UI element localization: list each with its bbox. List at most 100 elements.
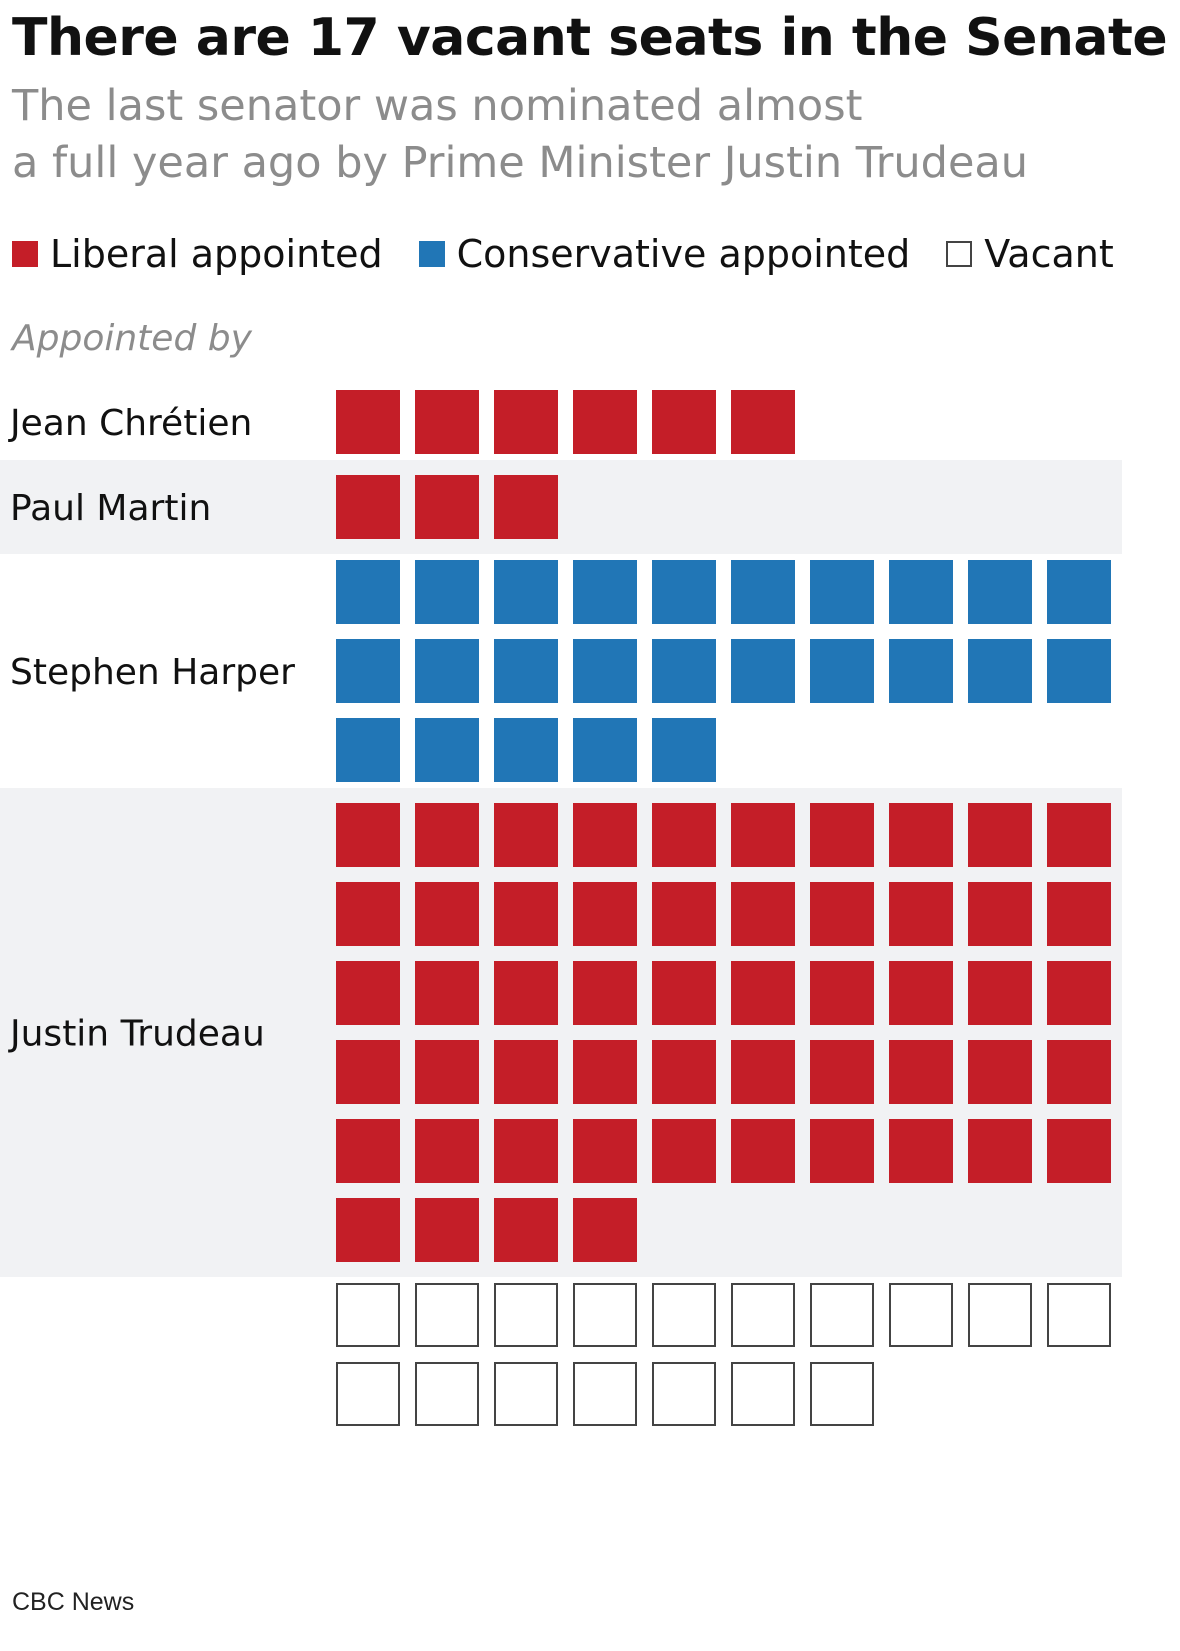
seat-conservative-stephen-harper: [415, 718, 479, 782]
seat-vacant: [415, 1283, 479, 1347]
seat-liberal-justin-trudeau: [494, 803, 558, 867]
seat-vacant: [336, 1362, 400, 1426]
row-label-paul-martin: Paul Martin: [10, 488, 211, 529]
seat-conservative-stephen-harper: [968, 639, 1032, 703]
seat-vacant: [494, 1362, 558, 1426]
legend-swatch-liberal: [12, 241, 38, 267]
seat-conservative-stephen-harper: [1047, 639, 1111, 703]
seat-liberal-justin-trudeau: [652, 961, 716, 1025]
seat-vacant: [810, 1362, 874, 1426]
seat-liberal-justin-trudeau: [415, 803, 479, 867]
seat-vacant: [336, 1283, 400, 1347]
seat-liberal-justin-trudeau: [415, 1198, 479, 1262]
source-credit: CBC News: [12, 1588, 135, 1616]
seat-liberal-justin-trudeau: [652, 882, 716, 946]
seat-liberal-justin-trudeau: [731, 961, 795, 1025]
seat-liberal-justin-trudeau: [573, 1198, 637, 1262]
seat-vacant: [652, 1362, 716, 1426]
seat-conservative-stephen-harper: [731, 560, 795, 624]
seat-liberal-justin-trudeau: [336, 882, 400, 946]
seat-liberal-justin-trudeau: [810, 882, 874, 946]
seat-conservative-stephen-harper: [731, 639, 795, 703]
seat-liberal-justin-trudeau: [810, 803, 874, 867]
seat-conservative-stephen-harper: [336, 560, 400, 624]
seat-liberal-justin-trudeau: [1047, 1040, 1111, 1104]
seat-liberal-justin-trudeau: [1047, 803, 1111, 867]
seat-liberal-justin-trudeau: [494, 961, 558, 1025]
seat-conservative-stephen-harper: [889, 639, 953, 703]
seat-liberal-jean-chretien: [494, 390, 558, 454]
seat-vacant: [731, 1283, 795, 1347]
seat-conservative-stephen-harper: [573, 718, 637, 782]
seat-liberal-justin-trudeau: [731, 1040, 795, 1104]
legend-item-vacant: Vacant: [946, 232, 1114, 276]
legend-label-liberal: Liberal appointed: [50, 232, 383, 276]
seat-conservative-stephen-harper: [494, 560, 558, 624]
seat-liberal-justin-trudeau: [415, 1040, 479, 1104]
row-label-justin-trudeau: Justin Trudeau: [8, 1014, 265, 1055]
seat-liberal-justin-trudeau: [573, 1119, 637, 1183]
seat-liberal-justin-trudeau: [968, 1040, 1032, 1104]
legend-swatch-conservative: [418, 241, 445, 267]
seat-conservative-stephen-harper: [652, 639, 716, 703]
seat-conservative-stephen-harper: [336, 718, 400, 782]
seat-liberal-justin-trudeau: [494, 1119, 558, 1183]
seat-liberal-justin-trudeau: [810, 961, 874, 1025]
legend-swatch-vacant: [946, 241, 973, 267]
seat-conservative-stephen-harper: [652, 560, 716, 624]
seat-liberal-justin-trudeau: [731, 1119, 795, 1183]
row-label-stephen-harper: Stephen Harper: [10, 652, 295, 693]
row-band-justin-trudeau: [0, 788, 1122, 1277]
seat-liberal-jean-chretien: [336, 390, 400, 454]
seat-vacant: [731, 1362, 795, 1426]
seat-liberal-justin-trudeau: [573, 803, 637, 867]
seat-liberal-justin-trudeau: [968, 882, 1032, 946]
seat-liberal-justin-trudeau: [494, 1198, 558, 1262]
seat-liberal-justin-trudeau: [968, 961, 1032, 1025]
seat-liberal-justin-trudeau: [652, 803, 716, 867]
seat-liberal-justin-trudeau: [889, 1119, 953, 1183]
seat-liberal-paul-martin: [494, 475, 558, 539]
seat-liberal-justin-trudeau: [652, 1119, 716, 1183]
seat-liberal-justin-trudeau: [336, 1040, 400, 1104]
seat-liberal-justin-trudeau: [810, 1040, 874, 1104]
seat-liberal-justin-trudeau: [810, 1119, 874, 1183]
seat-liberal-justin-trudeau: [889, 1040, 953, 1104]
seat-liberal-justin-trudeau: [494, 882, 558, 946]
subtitle-line-1: The last senator was nominated almost: [12, 81, 863, 131]
seat-liberal-justin-trudeau: [968, 803, 1032, 867]
seat-liberal-justin-trudeau: [731, 803, 795, 867]
seat-vacant: [652, 1283, 716, 1347]
seat-liberal-justin-trudeau: [889, 803, 953, 867]
seat-conservative-stephen-harper: [494, 718, 558, 782]
seat-conservative-stephen-harper: [494, 639, 558, 703]
seat-liberal-justin-trudeau: [652, 1040, 716, 1104]
seat-liberal-paul-martin: [415, 475, 479, 539]
seat-liberal-justin-trudeau: [573, 1040, 637, 1104]
seat-conservative-stephen-harper: [573, 639, 637, 703]
seat-liberal-justin-trudeau: [1047, 961, 1111, 1025]
seat-liberal-justin-trudeau: [336, 961, 400, 1025]
seat-vacant: [573, 1362, 637, 1426]
seat-conservative-stephen-harper: [968, 560, 1032, 624]
seat-liberal-justin-trudeau: [336, 1198, 400, 1262]
seat-liberal-justin-trudeau: [1047, 882, 1111, 946]
seat-conservative-stephen-harper: [810, 639, 874, 703]
seat-liberal-jean-chretien: [573, 390, 637, 454]
seat-liberal-jean-chretien: [415, 390, 479, 454]
seat-vacant: [889, 1283, 953, 1347]
seat-liberal-justin-trudeau: [415, 1119, 479, 1183]
seat-conservative-stephen-harper: [415, 560, 479, 624]
seat-vacant: [968, 1283, 1032, 1347]
seat-conservative-stephen-harper: [336, 639, 400, 703]
seat-vacant: [494, 1283, 558, 1347]
seat-liberal-justin-trudeau: [415, 961, 479, 1025]
seat-liberal-justin-trudeau: [889, 961, 953, 1025]
legend: Liberal appointed Conservative appointed…: [12, 232, 1114, 276]
appointed-by-label: Appointed by: [12, 318, 252, 359]
seat-liberal-justin-trudeau: [336, 1119, 400, 1183]
row-band-paul-martin: [0, 460, 1122, 554]
seat-conservative-stephen-harper: [889, 560, 953, 624]
seat-vacant: [415, 1362, 479, 1426]
